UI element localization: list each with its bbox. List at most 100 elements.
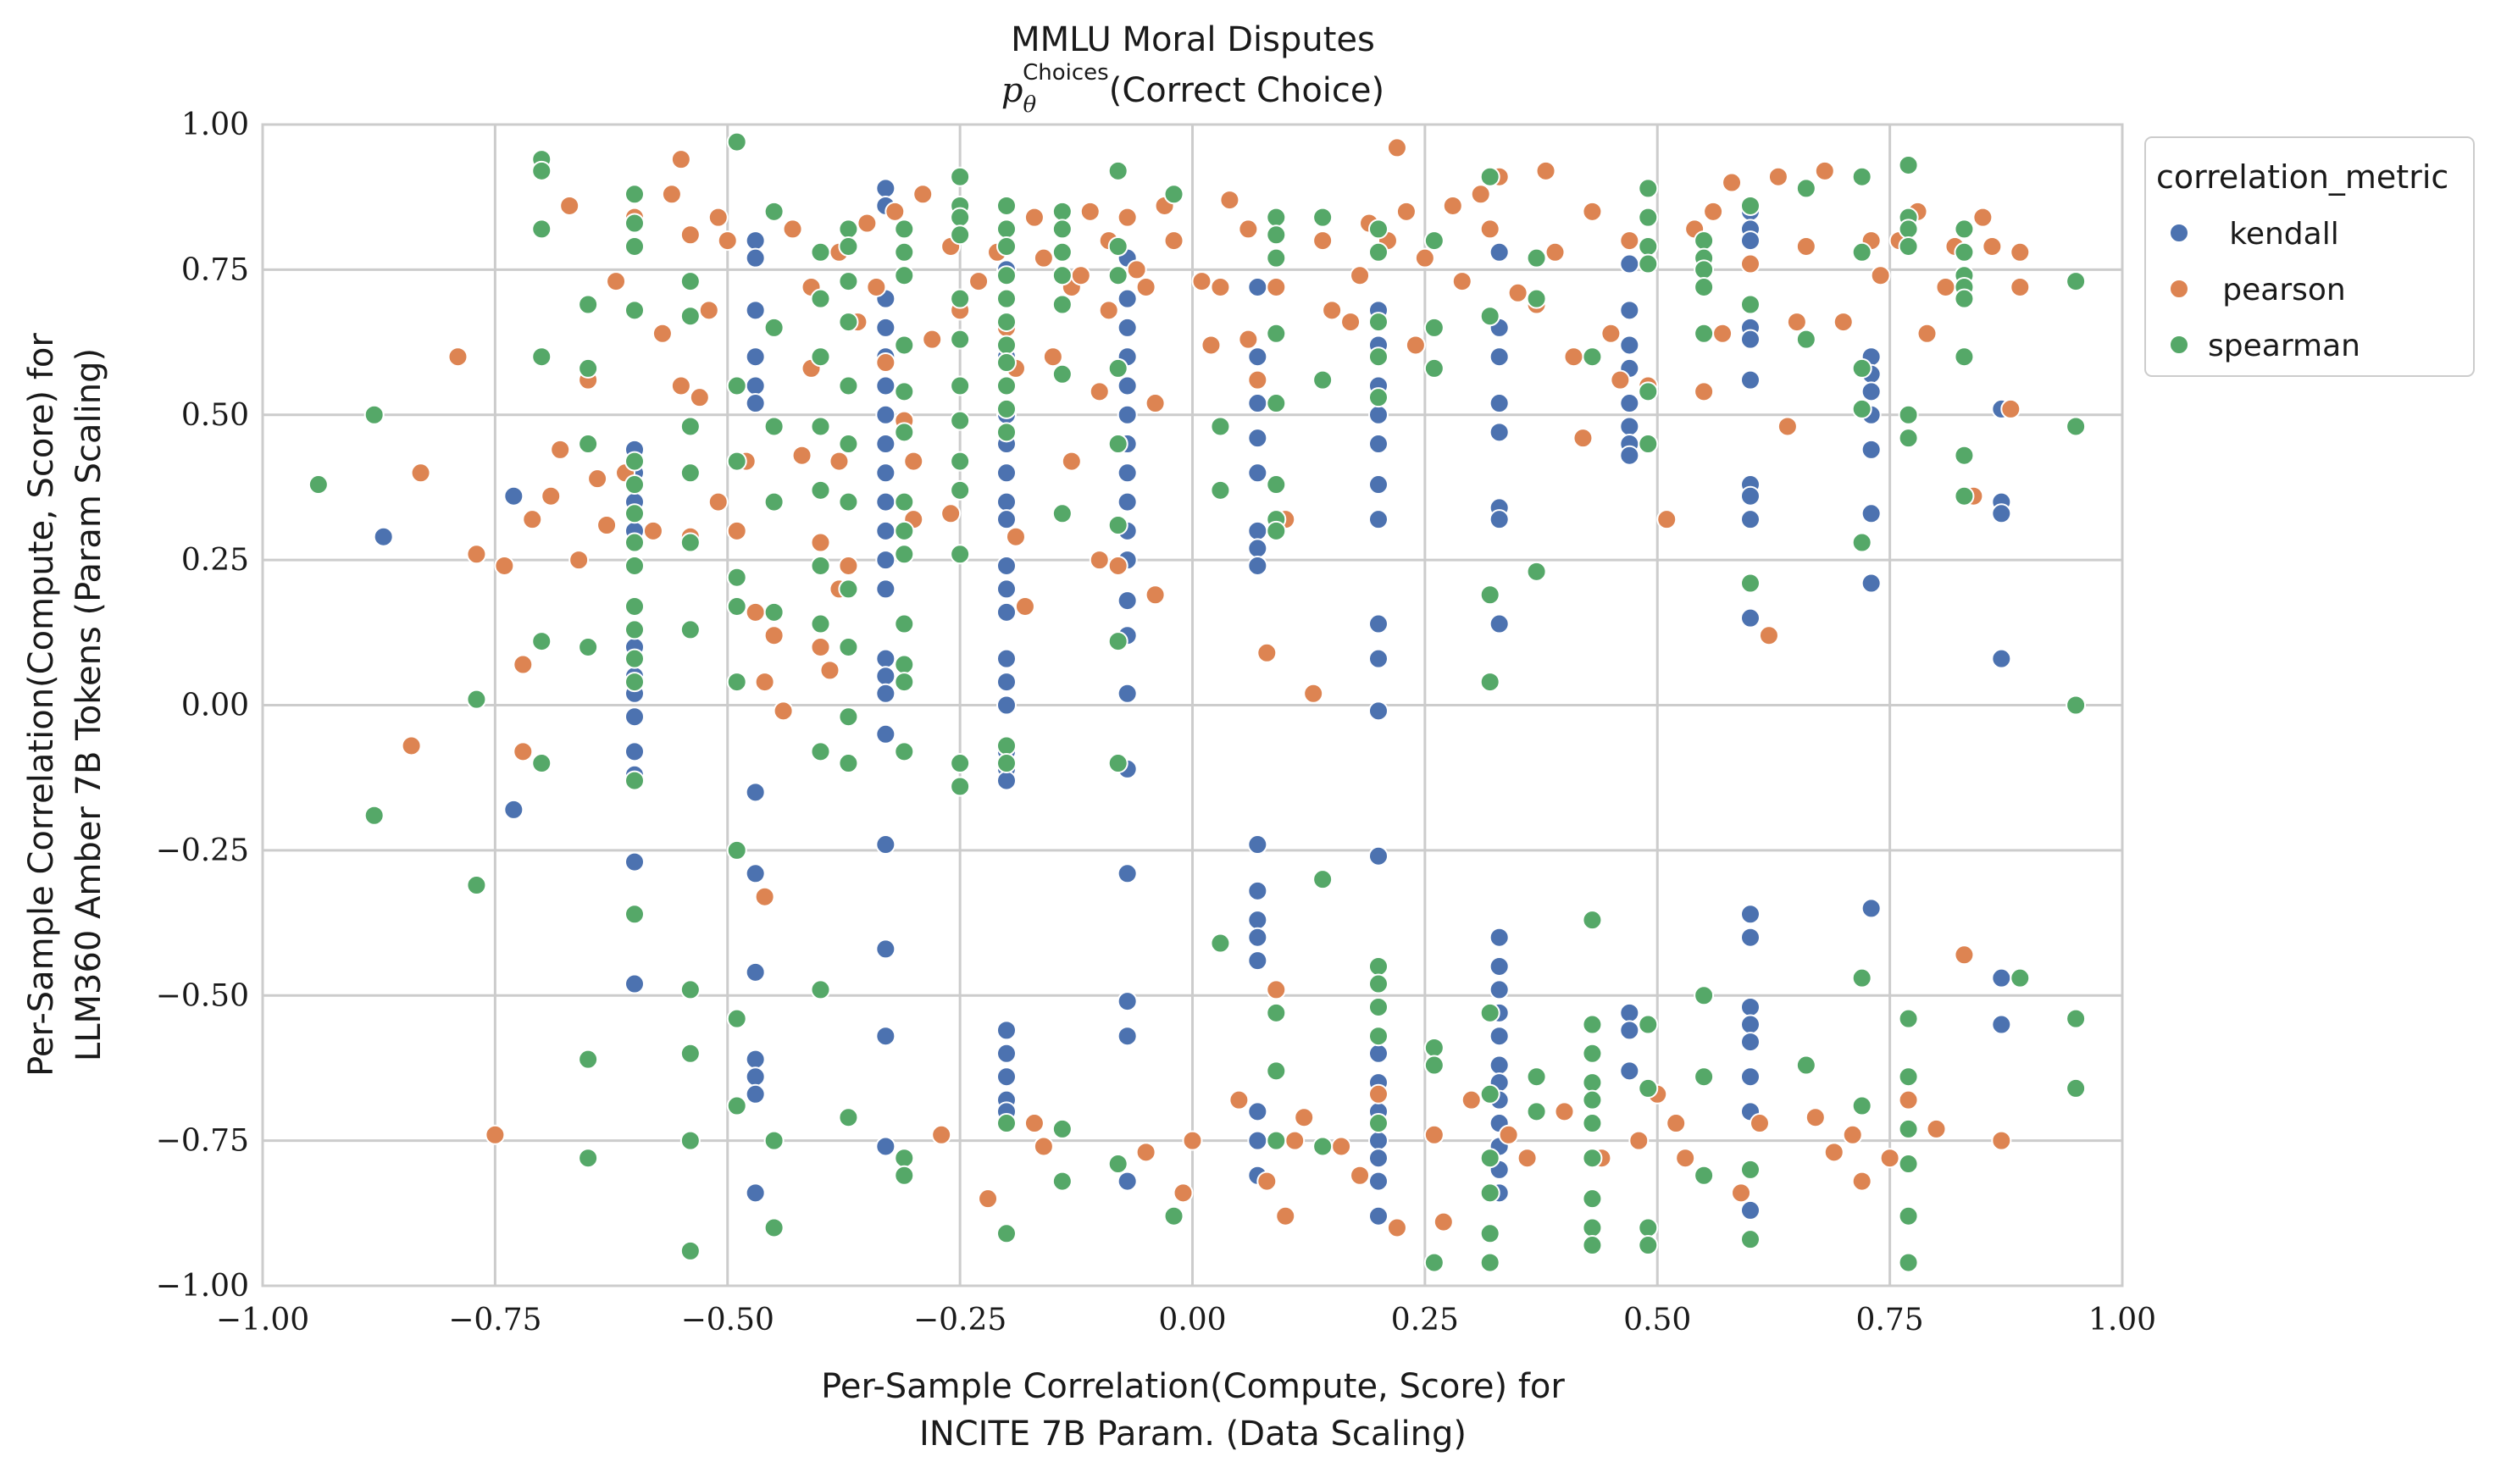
spearman-point — [810, 741, 831, 762]
kendall-point — [1991, 1014, 2012, 1035]
spearman-point — [679, 619, 701, 640]
pearson-point — [1544, 241, 1566, 263]
spearman-point — [1107, 265, 1128, 286]
spearman-point — [1051, 363, 1073, 385]
spearman-point — [1638, 434, 1659, 455]
pearson-point — [1079, 201, 1101, 222]
spearman-point — [838, 434, 859, 455]
spearman-point — [1368, 346, 1389, 368]
pearson-point — [1256, 642, 1278, 663]
spearman-point — [1582, 1188, 1603, 1210]
kendall-point — [1247, 555, 1268, 576]
pearson-point — [1610, 369, 1631, 390]
series-spearman — [308, 131, 2087, 1273]
kendall-point — [1619, 1002, 1640, 1023]
spearman-point — [1851, 398, 1872, 419]
x-axis-label-line2: INCITE 7B Param. (Data Scaling) — [919, 1415, 1467, 1454]
pearson-point — [1238, 219, 1259, 240]
spearman-point — [1479, 1148, 1500, 1169]
kendall-point — [745, 346, 766, 368]
chart-subtitle: pθ Choices(Correct Choice) — [1001, 60, 1384, 118]
spearman-point — [679, 532, 701, 553]
spearman-point — [1898, 1066, 1919, 1088]
pearson-point — [1386, 1217, 1407, 1238]
spearman-point — [894, 335, 915, 356]
kendall-point — [875, 317, 896, 338]
spearman-point — [1479, 1252, 1500, 1273]
spearman-point — [726, 1095, 747, 1116]
spearman-point — [1266, 520, 1287, 541]
spearman-point — [1051, 294, 1073, 315]
kendall-point — [996, 462, 1017, 484]
kendall-point — [1991, 503, 2012, 524]
pearson-point — [1023, 1113, 1045, 1134]
spearman-point — [950, 753, 971, 774]
spearman-point — [763, 1217, 785, 1238]
pearson-point — [968, 271, 990, 292]
kendall-point — [996, 672, 1017, 693]
pearson-point — [1879, 1148, 1900, 1169]
spearman-point — [1368, 973, 1389, 994]
kendall-point — [875, 462, 896, 484]
spearman-point — [894, 1165, 915, 1186]
kendall-point — [875, 491, 896, 512]
spearman-point — [1479, 584, 1500, 606]
spearman-point — [1266, 474, 1287, 496]
spearman-point — [679, 462, 701, 484]
legend: correlation_metric kendall pearson spearma… — [2144, 136, 2475, 377]
spearman-point — [950, 207, 971, 228]
spearman-point — [996, 195, 1017, 216]
kendall-point — [745, 247, 766, 269]
kendall-point — [1619, 300, 1640, 321]
pearson-point — [1656, 509, 1678, 530]
pearson-point — [1294, 1107, 1315, 1128]
spearman-point — [624, 503, 645, 524]
y-axis-label-line2: LLM360 Amber 7B Tokens (Param Scaling) — [69, 348, 108, 1061]
kendall-point — [1489, 509, 1510, 530]
spearman-point — [578, 294, 599, 315]
pearson-point — [1823, 1142, 1844, 1163]
spearman-point — [950, 410, 971, 431]
kendall-point — [1740, 607, 1761, 628]
pearson-point — [810, 636, 831, 657]
spearman-point — [624, 451, 645, 472]
pearson-point — [1926, 1118, 1947, 1139]
pearson-point — [1219, 190, 1240, 211]
kendall-point — [996, 770, 1017, 791]
spearman-point — [726, 375, 747, 396]
pearson-point — [1117, 207, 1138, 228]
spearman-point — [996, 312, 1017, 333]
pearson-point — [857, 213, 878, 234]
spearman-point — [950, 451, 971, 472]
legend-label-spearman: spearman — [2208, 329, 2360, 363]
kendall-point — [1740, 230, 1761, 252]
spearman-point — [1582, 346, 1603, 368]
pearson-point — [884, 201, 906, 222]
pearson-point — [606, 271, 627, 292]
pearson-point — [940, 503, 962, 524]
kendall-point — [875, 683, 896, 704]
spearman-point — [1898, 1008, 1919, 1029]
pearson-point — [1833, 312, 1854, 333]
kendall-point — [1368, 1148, 1389, 1169]
pearson-point — [485, 1124, 506, 1145]
kendall-point — [1740, 996, 1761, 1017]
spearman-point — [1740, 294, 1761, 315]
kendall-point — [1117, 317, 1138, 338]
pearson-point — [1498, 1124, 1519, 1145]
spearman-point — [810, 346, 831, 368]
kendall-point — [1489, 1055, 1510, 1076]
pearson-point — [866, 276, 887, 297]
pearson-point — [1758, 625, 1779, 646]
spearman-point — [838, 1107, 859, 1128]
x-tick-label: −0.50 — [681, 1303, 774, 1337]
spearman-point — [578, 1049, 599, 1070]
kendall-point — [1489, 613, 1510, 634]
spearman-point — [996, 375, 1017, 396]
spearman-point — [1954, 485, 1975, 507]
pearson-point — [1014, 595, 1035, 617]
pearson-point — [1786, 312, 1807, 333]
kendall-point — [1619, 253, 1640, 274]
spearman-point — [1526, 561, 1547, 582]
